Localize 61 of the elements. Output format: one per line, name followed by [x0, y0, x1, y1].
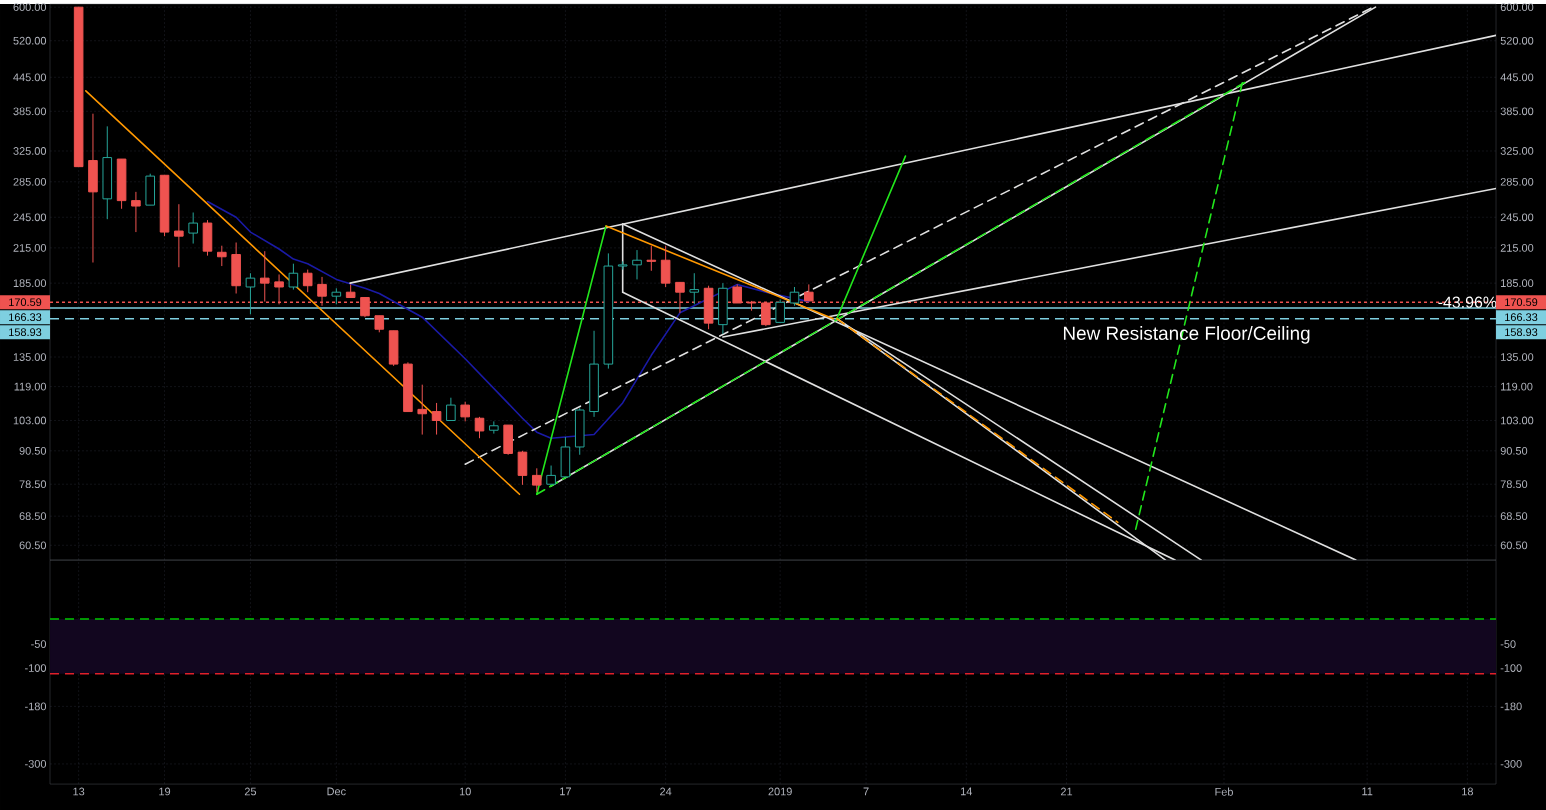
text: 520.00 — [1500, 36, 1534, 45]
x-tick-label: 13 — [73, 787, 85, 796]
x-tick-label: 19 — [159, 787, 171, 796]
y-tick-label: 68.50 — [19, 512, 47, 521]
y-tick-label: 520.00 — [13, 36, 47, 45]
y-tick-label: 445.00 — [13, 73, 47, 82]
y-tick-label: 135.00 — [13, 353, 47, 361]
text: 135.00 — [1501, 353, 1534, 361]
x-tick-label: Dec — [327, 787, 346, 796]
text: 245.00 — [1500, 213, 1534, 222]
annotation: -43.96% — [1438, 296, 1497, 308]
text: 60.50 — [1500, 541, 1528, 550]
text: 445.00 — [1500, 73, 1534, 82]
y-tick-label: 600.00 — [13, 3, 47, 12]
x-tick-label: 14 — [961, 787, 973, 796]
y-tick-label: -100 — [25, 664, 47, 672]
x-tick-label: 11 — [1362, 787, 1373, 796]
y-tick-label: -50 — [31, 640, 47, 648]
y-tick-label: 325.00 — [13, 147, 47, 155]
y-tick-label: -180 — [25, 702, 47, 711]
text: 78.50 — [1500, 480, 1528, 489]
ref-line-label: 166.33 — [9, 313, 42, 321]
y-tick-label: 103.00 — [13, 416, 47, 425]
text: 119.00 — [1501, 382, 1533, 391]
text: 103.00 — [1501, 416, 1534, 425]
x-tick-label: 25 — [244, 787, 257, 796]
text: 68.50 — [1500, 512, 1528, 520]
x-tick-label: Feb — [1215, 787, 1233, 796]
text: -300 — [1500, 760, 1522, 768]
x-tick-label: 10 — [459, 787, 471, 796]
text: 170.59 — [1505, 298, 1538, 306]
text: 158.93 — [1505, 328, 1538, 336]
text: 90.50 — [1500, 446, 1528, 455]
legend-label: 158.93 — [9, 328, 42, 336]
y-tick-label: -300 — [25, 760, 47, 768]
x-tick-label: 2019 — [768, 787, 792, 796]
x-tick-label: 24 — [660, 787, 672, 796]
text: -50 — [1500, 640, 1516, 648]
text: 600.00 — [1500, 3, 1534, 12]
text: 215.00 — [1500, 243, 1534, 252]
x-tick-label: 7 — [863, 787, 869, 796]
y-tick-label: 185.00 — [13, 279, 47, 287]
ref-line-label: 170.59 — [9, 298, 42, 306]
text: 185.00 — [1501, 279, 1534, 287]
text: -180 — [1500, 702, 1522, 711]
y-tick-label: 119.00 — [14, 382, 47, 391]
y-tick-label: 215.00 — [13, 243, 47, 252]
y-tick-label: 60.50 — [19, 541, 47, 550]
text: -100 — [1500, 664, 1522, 672]
text: 285.00 — [1500, 177, 1534, 186]
x-tick-label: 18 — [1462, 787, 1473, 796]
y-tick-label: 245.00 — [13, 213, 47, 222]
text: 325.00 — [1500, 147, 1534, 155]
y-tick-label: 78.50 — [19, 480, 47, 489]
y-tick-label: 285.00 — [13, 177, 47, 186]
y-tick-label: 90.50 — [19, 446, 47, 455]
text: 166.33 — [1505, 313, 1538, 321]
x-tick-label: 21 — [1060, 787, 1073, 796]
y-tick-label: 385.00 — [13, 107, 47, 116]
x-tick-label: 17 — [560, 787, 571, 796]
text: 385.00 — [1500, 107, 1534, 116]
